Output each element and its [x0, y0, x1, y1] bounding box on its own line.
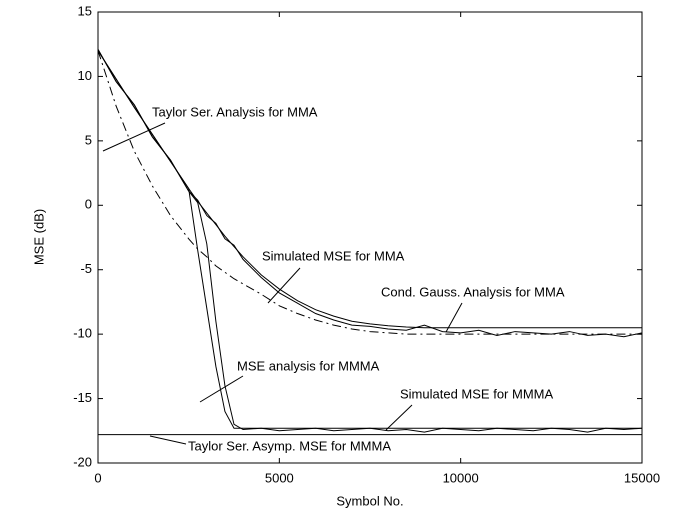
y-tick-label: 15	[78, 3, 92, 18]
plot-frame	[97, 11, 643, 464]
y-axis-label: MSE (dB)	[31, 209, 46, 265]
y-tick-label: 0	[85, 197, 92, 212]
annotation: Cond. Gauss. Analysis for MMA	[381, 284, 565, 299]
annotation-arrow	[102, 122, 166, 152]
annotation-arrow	[385, 404, 413, 431]
annotation: Simulated MSE for MMMA	[400, 386, 553, 401]
series-line	[97, 50, 642, 429]
y-tick-label: 10	[78, 68, 92, 83]
annotation: MSE analysis for MMMA	[237, 358, 380, 373]
annotation-arrow	[445, 302, 463, 333]
annotation: Taylor Ser. Analysis for MMA	[152, 104, 318, 119]
x-tick-label: 15000	[624, 470, 660, 485]
x-axis-label: Symbol No.	[336, 493, 403, 508]
series-line	[97, 49, 643, 433]
y-tick-label: -15	[73, 390, 92, 405]
series-line	[97, 49, 643, 338]
y-tick-label: -5	[80, 261, 92, 276]
y-tick-label: -10	[73, 326, 92, 341]
y-tick-label: -20	[73, 454, 92, 469]
x-tick-label: 0	[94, 470, 101, 485]
x-tick-label: 10000	[443, 470, 479, 485]
annotation-arrow	[149, 435, 187, 445]
annotation-arrow	[267, 267, 301, 304]
y-tick-label: 5	[85, 132, 92, 147]
annotation: Taylor Ser. Asymp. MSE for MMMA	[188, 438, 391, 453]
annotation-arrow	[199, 375, 244, 403]
x-tick-label: 5000	[265, 470, 294, 485]
series-line	[97, 50, 642, 335]
annotation: Simulated MSE for MMA	[262, 248, 405, 263]
